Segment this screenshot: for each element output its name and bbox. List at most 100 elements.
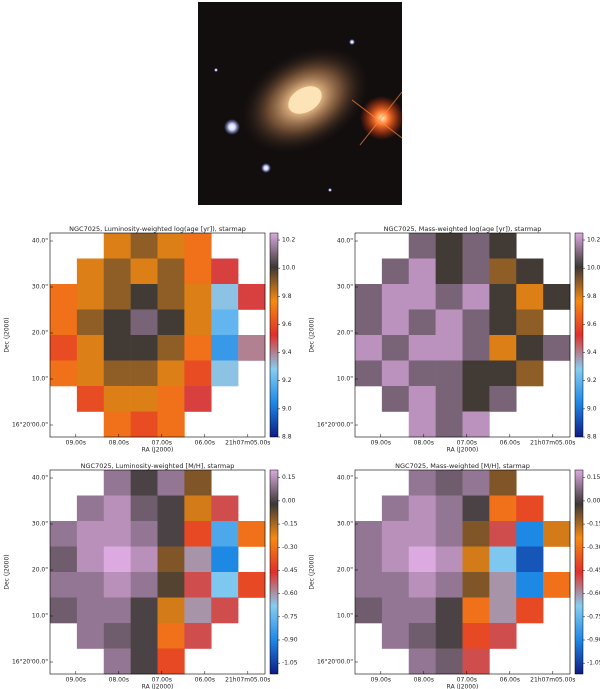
y-tick-label: 40.0" <box>337 475 353 482</box>
map-cell <box>50 284 78 310</box>
colorbar-tick-label: -0.15 <box>282 521 298 528</box>
colorbar-tick-label: 0.15 <box>587 474 600 481</box>
map-cell <box>184 258 212 285</box>
map-cell <box>103 597 131 624</box>
x-axis-label: RA (J2000) <box>447 684 479 689</box>
map-cell <box>489 470 517 496</box>
map-cell <box>157 258 185 285</box>
map-cell <box>184 360 212 387</box>
map-cell <box>130 521 158 547</box>
map-cell <box>130 411 158 438</box>
map-cell <box>462 495 490 522</box>
map-cell <box>130 258 158 285</box>
map-cell <box>408 470 436 496</box>
colorbar-tick-label: 9.0 <box>587 405 597 412</box>
map-cell <box>381 309 410 336</box>
x-axis-label: RA (J2000) <box>142 684 174 689</box>
map-cell <box>408 495 436 522</box>
colorbar <box>269 232 279 438</box>
colorbar-tick-label: 9.4 <box>282 349 292 356</box>
map-cell <box>103 648 131 675</box>
x-tick-label: 07.00s <box>152 677 172 684</box>
map-cell <box>516 521 544 547</box>
map-cell <box>184 495 212 522</box>
x-axis-label: RA (J2000) <box>142 447 174 454</box>
map-cell <box>489 335 517 361</box>
map-cell <box>381 546 410 573</box>
map-cell <box>238 335 266 361</box>
map-cell <box>408 648 436 675</box>
map-cell <box>462 470 490 496</box>
map-cell <box>184 335 212 361</box>
y-tick-label: 30.0" <box>32 521 48 528</box>
y-axis-label: Dec (J2000) <box>309 554 316 589</box>
x-tick-label: 06.00s <box>500 440 520 447</box>
colorbar-tick-label: -0.45 <box>282 567 298 574</box>
map-cell <box>211 597 239 624</box>
map-cell <box>50 521 78 547</box>
map-cell <box>184 386 212 412</box>
map-cell <box>381 495 410 522</box>
map-cell <box>516 546 544 573</box>
map-cell <box>462 648 490 675</box>
x-tick-label: 06.00s <box>195 677 215 684</box>
colorbar <box>269 469 279 675</box>
map-cell <box>103 335 131 361</box>
colorbar-tick-label: -0.15 <box>587 521 600 528</box>
map-cell <box>76 597 105 624</box>
y-tick-label: 16°20'00.0" <box>317 659 353 666</box>
map-cell <box>355 546 383 573</box>
y-tick-label: 16°20'00.0" <box>12 422 48 429</box>
map-cell <box>435 470 463 496</box>
colorbar-tick-label: -0.75 <box>587 613 600 620</box>
map-cell <box>543 521 571 547</box>
map-cell <box>462 597 490 624</box>
map-cell <box>103 572 131 598</box>
map-cell <box>408 572 436 598</box>
y-tick-label: 10.0" <box>32 376 48 383</box>
y-tick-label: 30.0" <box>32 284 48 291</box>
colorbar-tick-label: -1.05 <box>587 660 600 667</box>
map-cell <box>103 623 131 649</box>
colorbar-tick-label: 9.0 <box>282 405 292 412</box>
colorbar-tick-label: -0.75 <box>282 613 298 620</box>
map-cell <box>408 597 436 624</box>
map-cell <box>238 521 266 547</box>
y-tick-label: 16°20'00.0" <box>12 659 48 666</box>
map-cell <box>157 521 185 547</box>
colorbar-tick-label: 8.8 <box>587 434 597 441</box>
map-cell <box>211 546 239 573</box>
y-tick-label: 30.0" <box>337 521 353 528</box>
map-cell <box>516 258 544 285</box>
map-cell <box>435 360 463 387</box>
plot-frame <box>354 232 571 438</box>
y-tick-label: 40.0" <box>32 475 48 482</box>
colorbar-tick-label: 9.2 <box>587 377 597 384</box>
colorbar-tick-label: 9.4 <box>587 349 597 356</box>
colorbar <box>574 232 584 438</box>
x-tick-label: 09.00s <box>66 677 86 684</box>
map-cell <box>516 335 544 361</box>
map-cell <box>184 546 212 573</box>
map-cell <box>211 309 239 336</box>
x-tick-label: 08.00s <box>414 677 434 684</box>
colorbar-tick-label: 9.8 <box>282 293 292 300</box>
colorbar-tick-label: 9.8 <box>587 293 597 300</box>
map-cell <box>355 521 383 547</box>
colorbar-tick-label: 10.2 <box>282 237 296 244</box>
map-cell <box>489 521 517 547</box>
map-cell <box>103 360 131 387</box>
map-cell <box>76 284 105 310</box>
map-cell <box>381 258 410 285</box>
chart-title: NGC7025, Luminosity-weighted log(age [yr… <box>69 225 246 233</box>
map-cell <box>435 309 463 336</box>
map-cell <box>157 360 185 387</box>
colorbar-tick-label: 8.8 <box>282 434 292 441</box>
map-cell <box>130 470 158 496</box>
map-cell <box>130 546 158 573</box>
y-tick-label: 20.0" <box>32 330 48 337</box>
x-tick-label: 21h07m05.00s <box>225 677 270 684</box>
plot-frame <box>354 469 571 675</box>
plot-frame <box>49 232 266 438</box>
